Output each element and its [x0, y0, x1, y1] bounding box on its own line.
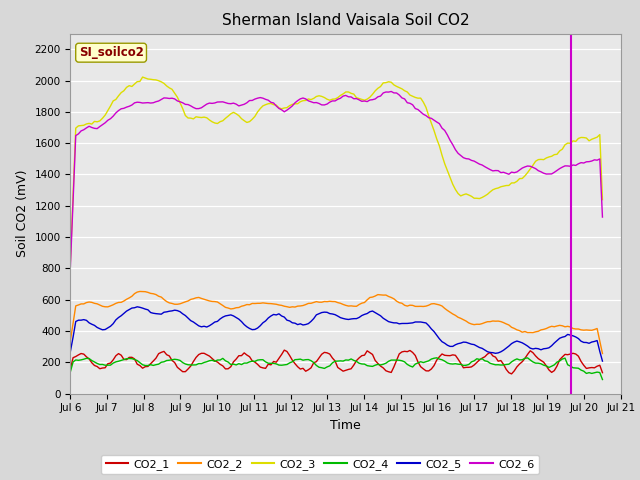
CO2_2 [99, 303, 106, 309]
CO2_2 [598, 350, 606, 356]
CO2_1 [208, 356, 216, 361]
CO2_3 [139, 74, 147, 80]
CO2_4 [88, 358, 95, 363]
Line: CO2_2: CO2_2 [70, 291, 602, 353]
CO2_2 [211, 299, 219, 304]
Line: CO2_6: CO2_6 [70, 92, 602, 266]
Legend: CO2_1, CO2_2, CO2_3, CO2_4, CO2_5, CO2_6: CO2_1, CO2_2, CO2_3, CO2_4, CO2_5, CO2_6 [101, 455, 539, 474]
CO2_5 [211, 319, 219, 325]
CO2_2 [556, 323, 563, 328]
CO2_1 [280, 347, 288, 353]
CO2_6 [166, 96, 173, 101]
CO2_2 [67, 338, 74, 344]
CO2_2 [88, 300, 95, 305]
Text: SI_soilco2: SI_soilco2 [79, 46, 143, 59]
CO2_6 [387, 89, 395, 95]
CO2_4 [208, 357, 216, 363]
CO2_6 [556, 166, 563, 171]
CO2_3 [556, 148, 563, 154]
CO2_2 [136, 288, 144, 294]
CO2_4 [166, 357, 173, 363]
CO2_5 [99, 327, 106, 333]
CO2_4 [67, 369, 74, 374]
CO2_6 [598, 214, 606, 220]
CO2_3 [575, 135, 582, 141]
CO2_3 [211, 120, 219, 126]
Line: CO2_3: CO2_3 [70, 77, 602, 262]
Line: CO2_4: CO2_4 [70, 358, 602, 380]
CO2_4 [433, 355, 440, 360]
CO2_5 [88, 321, 95, 327]
CO2_6 [99, 122, 106, 128]
CO2_4 [556, 358, 563, 364]
Title: Sherman Island Vaisala Soil CO2: Sherman Island Vaisala Soil CO2 [222, 13, 469, 28]
CO2_5 [168, 308, 176, 314]
CO2_3 [88, 121, 95, 127]
CO2_5 [598, 358, 606, 364]
CO2_1 [166, 353, 173, 359]
CO2_6 [67, 264, 74, 269]
CO2_1 [88, 360, 95, 366]
CO2_1 [508, 371, 515, 377]
CO2_3 [598, 197, 606, 203]
CO2_5 [67, 348, 74, 354]
Line: CO2_1: CO2_1 [70, 350, 602, 374]
CO2_1 [577, 359, 585, 364]
X-axis label: Time: Time [330, 419, 361, 432]
CO2_3 [67, 259, 74, 264]
CO2_1 [67, 366, 74, 372]
CO2_2 [168, 300, 176, 306]
CO2_6 [208, 100, 216, 106]
CO2_2 [575, 326, 582, 332]
CO2_6 [88, 125, 95, 131]
CO2_4 [99, 361, 106, 367]
CO2_6 [575, 161, 582, 167]
CO2_1 [598, 370, 606, 375]
CO2_1 [99, 365, 106, 371]
CO2_1 [559, 354, 566, 360]
CO2_5 [575, 336, 582, 341]
CO2_4 [598, 377, 606, 383]
Y-axis label: Soil CO2 (mV): Soil CO2 (mV) [16, 170, 29, 257]
CO2_3 [99, 115, 106, 121]
CO2_5 [133, 304, 141, 310]
CO2_5 [556, 336, 563, 341]
Line: CO2_5: CO2_5 [70, 307, 602, 361]
CO2_3 [168, 86, 176, 92]
CO2_4 [575, 365, 582, 371]
